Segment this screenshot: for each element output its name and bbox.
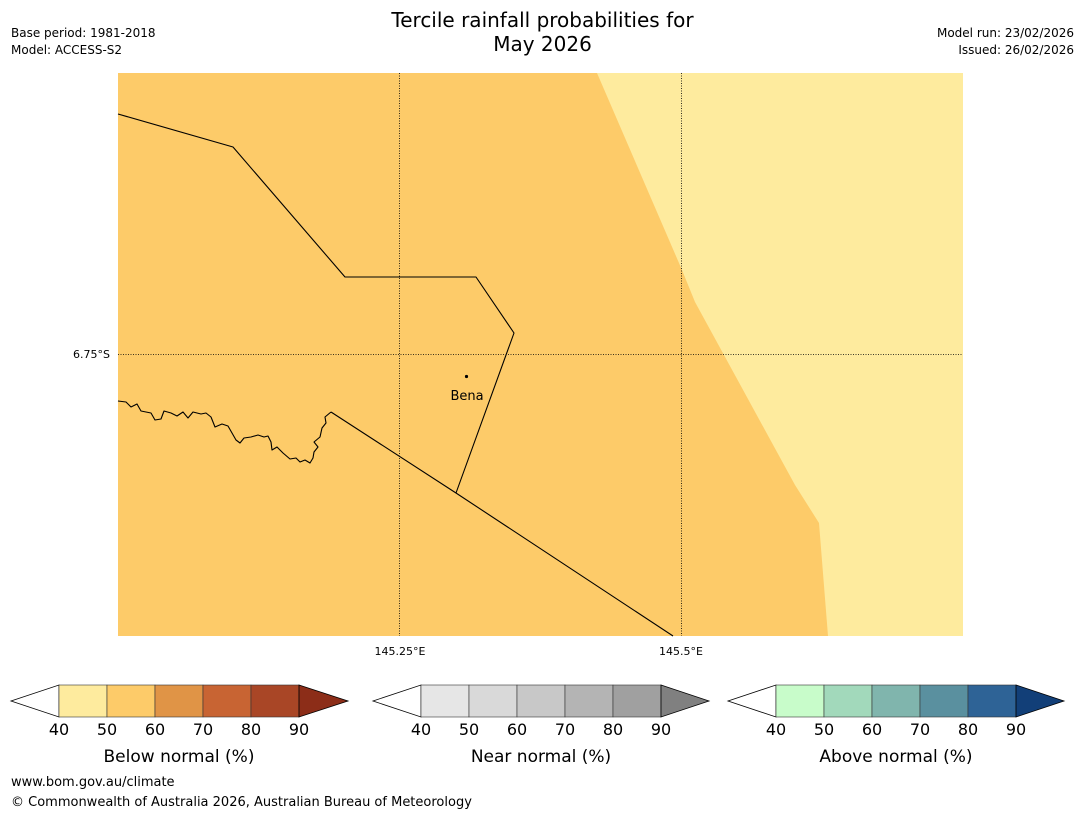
colorbar-below-tick-label: 80 bbox=[241, 720, 261, 739]
town-marker bbox=[464, 374, 469, 379]
colorbar-above-segment bbox=[871, 684, 921, 718]
colorbar-above-tick-label: 90 bbox=[1006, 720, 1026, 739]
colorbar-near-extend-low bbox=[371, 684, 422, 718]
colorbar-above-normal: 40 50 60 70 80 90 Above normal (%) bbox=[726, 684, 1066, 767]
colorbar-near-label: Near normal (%) bbox=[471, 747, 611, 767]
colorbar-above-tick-label: 40 bbox=[766, 720, 786, 739]
colorbar-near-normal: 40 50 60 70 80 90 Near normal (%) bbox=[371, 684, 711, 767]
colorbar-above-segment bbox=[823, 684, 873, 718]
colorbar-above-tick-label: 50 bbox=[814, 720, 834, 739]
district-boundary-south bbox=[330, 411, 674, 637]
colorbar-below-normal: 40 50 60 70 80 90 Below normal (%) bbox=[9, 684, 350, 767]
colorbar-below-segment bbox=[154, 684, 204, 718]
base-period: Base period: 1981-2018 bbox=[11, 26, 156, 40]
colorbar-above-extend-low bbox=[726, 684, 777, 718]
colorbar-below-segment bbox=[202, 684, 252, 718]
lon-label-1: 145.25°E bbox=[375, 645, 426, 658]
map-panel: Bena 6.75°S 145.25°E 145.5°E bbox=[73, 73, 963, 658]
colorbar-near-extend-high bbox=[660, 684, 711, 718]
colorbar-above-tick-label: 70 bbox=[910, 720, 930, 739]
colorbar-below-segment bbox=[58, 684, 108, 718]
colorbar-near-segment bbox=[420, 684, 470, 718]
colorbar-above-extend-high bbox=[1015, 684, 1066, 718]
colorbar-below-extend-high bbox=[298, 684, 350, 718]
colorbar-near-segment bbox=[468, 684, 518, 718]
colorbar-below-tick-label: 60 bbox=[145, 720, 165, 739]
colorbar-near-tick-label: 80 bbox=[603, 720, 623, 739]
colorbar-below-tick-label: 90 bbox=[289, 720, 309, 739]
page-title: Tercile rainfall probabilities for May 2… bbox=[0, 8, 1085, 56]
colorbar-below-extend-low bbox=[9, 684, 60, 718]
colorbar-near-tick-label: 90 bbox=[651, 720, 671, 739]
colorbar-near-tick-label: 50 bbox=[459, 720, 479, 739]
colorbar-above-tick-label: 60 bbox=[862, 720, 882, 739]
colorbar-near-segment bbox=[516, 684, 566, 718]
metadata-right: Model run: 23/02/2026 Issued: 26/02/2026 bbox=[937, 25, 1074, 59]
footer-copyright: © Commonwealth of Australia 2026, Austra… bbox=[11, 795, 472, 810]
colorbar-above-tick-label: 80 bbox=[958, 720, 978, 739]
footer-url: www.bom.gov.au/climate bbox=[11, 775, 175, 790]
title-line-2: May 2026 bbox=[493, 32, 592, 56]
coastline bbox=[117, 400, 332, 464]
model-name: Model: ACCESS-S2 bbox=[11, 43, 123, 57]
lon-label-2: 145.5°E bbox=[659, 645, 703, 658]
colorbar-near-tick-label: 40 bbox=[411, 720, 431, 739]
issued-date: Issued: 26/02/2026 bbox=[958, 43, 1074, 57]
colorbar-near-tick-label: 60 bbox=[507, 720, 527, 739]
colorbar-below-tick-label: 50 bbox=[97, 720, 117, 739]
colorbar-below-label: Below normal (%) bbox=[104, 747, 255, 767]
colorbar-below-tick-label: 70 bbox=[193, 720, 213, 739]
colorbar-near-segment bbox=[564, 684, 614, 718]
colorbar-near-segment bbox=[612, 684, 662, 718]
model-run: Model run: 23/02/2026 bbox=[936, 26, 1074, 40]
colorbar-above-segment bbox=[967, 684, 1017, 718]
colorbar-above-label: Above normal (%) bbox=[819, 747, 972, 767]
probability-40-50-region bbox=[597, 73, 963, 636]
title-line-1: Tercile rainfall probabilities for bbox=[391, 8, 694, 32]
metadata-left: Base period: 1981-2018 Model: ACCESS-S2 bbox=[11, 25, 156, 59]
colorbar-above-segment bbox=[919, 684, 969, 718]
colorbar-below-tick-label: 40 bbox=[49, 720, 69, 739]
colorbar-above-segment bbox=[775, 684, 825, 718]
colorbar-below-segment bbox=[250, 684, 300, 718]
district-boundary-north bbox=[117, 113, 515, 494]
colorbar-below-segment bbox=[106, 684, 156, 718]
lat-label: 6.75°S bbox=[73, 348, 110, 361]
colorbar-near-tick-label: 70 bbox=[555, 720, 575, 739]
town-label-bena: Bena bbox=[450, 389, 483, 404]
